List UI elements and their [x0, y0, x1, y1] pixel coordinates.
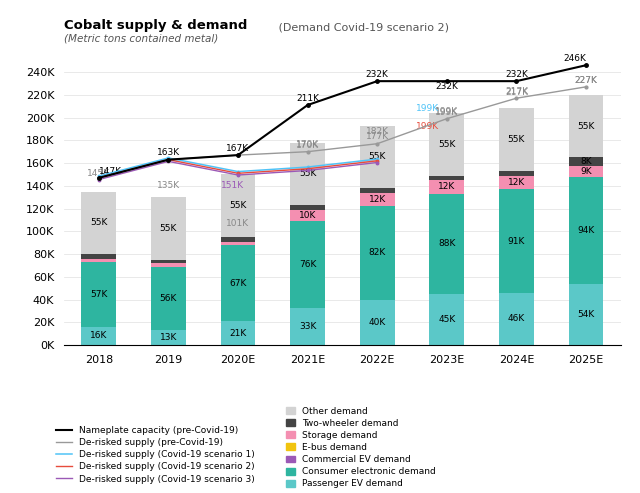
Bar — [429, 194, 464, 294]
Text: 12K: 12K — [508, 178, 525, 187]
Text: 199K: 199K — [435, 107, 458, 116]
Text: 67K: 67K — [229, 279, 246, 287]
Legend: Nameplate capacity (pre-Covid-19), De-risked supply (pre-Covid-19), De-risked su: Nameplate capacity (pre-Covid-19), De-ri… — [56, 426, 255, 484]
Text: 227K: 227K — [575, 76, 597, 85]
Text: 217K: 217K — [505, 87, 528, 96]
Text: 91K: 91K — [508, 237, 525, 246]
Text: 211K: 211K — [296, 94, 319, 103]
Text: 217K: 217K — [505, 88, 528, 97]
Text: 33K: 33K — [299, 322, 316, 331]
Text: 21K: 21K — [229, 329, 246, 338]
Bar — [429, 113, 464, 176]
Text: 10K: 10K — [299, 211, 316, 220]
Bar — [360, 300, 395, 345]
Text: 56K: 56K — [160, 294, 177, 303]
Bar — [499, 171, 534, 176]
Text: 88K: 88K — [438, 239, 456, 248]
Bar — [568, 157, 604, 167]
Text: 55K: 55K — [299, 170, 316, 178]
Bar — [290, 221, 325, 308]
Text: 76K: 76K — [299, 260, 316, 269]
Bar — [568, 283, 604, 345]
Text: 147K: 147K — [99, 167, 122, 176]
Text: 177K: 177K — [365, 133, 388, 141]
Text: 82K: 82K — [369, 248, 386, 257]
Text: (Metric tons contained metal): (Metric tons contained metal) — [64, 34, 218, 43]
Text: 170K: 170K — [296, 141, 319, 150]
Text: 55K: 55K — [369, 152, 386, 161]
Bar — [81, 262, 116, 327]
Bar — [429, 176, 464, 180]
Bar — [221, 175, 255, 237]
Bar — [221, 321, 255, 345]
Bar — [499, 293, 534, 345]
Text: 135K: 135K — [157, 181, 180, 190]
Text: 167K: 167K — [227, 144, 250, 153]
Text: 232K: 232K — [366, 70, 388, 79]
Bar — [290, 308, 325, 345]
Text: 101K: 101K — [227, 219, 250, 228]
Text: 199K: 199K — [416, 104, 439, 113]
Bar — [151, 260, 186, 263]
Bar — [499, 189, 534, 293]
Text: 55K: 55K — [229, 201, 246, 210]
Bar — [81, 254, 116, 259]
Bar — [499, 108, 534, 171]
Bar — [81, 191, 116, 254]
Bar — [360, 193, 395, 206]
Bar — [429, 294, 464, 345]
Text: 199K: 199K — [416, 122, 439, 131]
Bar — [290, 210, 325, 221]
Bar — [360, 126, 395, 188]
Bar — [429, 180, 464, 194]
Text: Cobalt supply & demand: Cobalt supply & demand — [64, 19, 248, 32]
Text: 16K: 16K — [90, 331, 108, 341]
Bar — [221, 245, 255, 321]
Text: 57K: 57K — [90, 290, 108, 299]
Bar — [81, 327, 116, 345]
Text: 13K: 13K — [160, 333, 177, 342]
Text: 45K: 45K — [438, 315, 456, 324]
Text: (Demand Covid-19 scenario 2): (Demand Covid-19 scenario 2) — [275, 22, 449, 32]
Text: 8K: 8K — [580, 157, 592, 167]
Bar — [81, 259, 116, 262]
Bar — [151, 267, 186, 330]
Text: 163K: 163K — [157, 148, 180, 157]
Text: 94K: 94K — [577, 226, 595, 235]
Text: 170K: 170K — [296, 141, 319, 149]
Bar — [360, 206, 395, 300]
Legend: Other demand, Two-wheeler demand, Storage demand, E-bus demand, Commercial EV de: Other demand, Two-wheeler demand, Storag… — [286, 407, 436, 489]
Text: 12K: 12K — [369, 195, 386, 204]
Bar — [290, 142, 325, 205]
Bar — [151, 197, 186, 260]
Bar — [499, 176, 534, 189]
Bar — [568, 95, 604, 157]
Text: 151K: 151K — [221, 181, 244, 190]
Bar — [360, 188, 395, 193]
Text: 232K: 232K — [505, 70, 528, 79]
Text: 227K: 227K — [575, 75, 597, 85]
Text: 9K: 9K — [580, 167, 592, 176]
Text: 46K: 46K — [508, 315, 525, 323]
Text: 145K: 145K — [87, 170, 110, 178]
Text: 182K: 182K — [365, 127, 388, 137]
Text: 232K: 232K — [435, 82, 458, 91]
Text: 55K: 55K — [508, 135, 525, 144]
Bar — [568, 167, 604, 176]
Bar — [221, 237, 255, 242]
Bar — [568, 176, 604, 283]
Text: 55K: 55K — [160, 224, 177, 233]
Text: 12K: 12K — [438, 182, 456, 191]
Text: 55K: 55K — [577, 122, 595, 131]
Text: 199K: 199K — [435, 108, 458, 117]
Bar — [151, 330, 186, 345]
Text: 54K: 54K — [577, 310, 595, 319]
Text: 55K: 55K — [438, 140, 456, 149]
Bar — [151, 263, 186, 267]
Text: 55K: 55K — [90, 218, 108, 227]
Text: 40K: 40K — [369, 318, 386, 327]
Bar — [290, 205, 325, 210]
Text: 246K: 246K — [563, 54, 586, 63]
Bar — [221, 242, 255, 245]
